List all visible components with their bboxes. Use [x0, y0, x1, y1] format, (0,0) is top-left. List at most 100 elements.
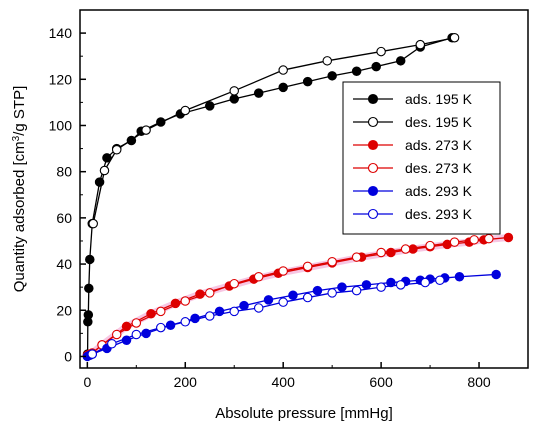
data-point [386, 247, 396, 258]
data-point [141, 125, 151, 135]
data-point [376, 46, 386, 57]
legend-item: des. 273 K [353, 160, 473, 176]
data-point [484, 233, 494, 244]
data-point [302, 261, 313, 272]
data-point [288, 290, 298, 300]
y-tick-label: 60 [56, 210, 72, 226]
data-point [278, 65, 288, 75]
data-point [454, 272, 465, 282]
data-point [312, 285, 323, 296]
data-point [229, 86, 239, 96]
ticks-layer: 0 200 400 600 800 0 20 40 60 80 100 120 140 [49, 25, 491, 390]
data-point [99, 165, 110, 176]
y-tick-label: 100 [49, 117, 73, 133]
x-axis-title: Absolute pressure [mmHg] [215, 405, 393, 422]
x-tick-label: 0 [83, 374, 91, 390]
data-point [229, 94, 239, 104]
data-point [491, 269, 501, 280]
data-point [302, 76, 313, 87]
y-axis-title-part-2: /g STP] [11, 86, 28, 136]
data-point [111, 144, 122, 155]
legend-label: des. 195 K [405, 114, 473, 130]
legend-item: des. 293 K [353, 206, 473, 222]
legend-marker [367, 93, 379, 105]
series-line [87, 236, 509, 356]
data-point [371, 61, 381, 72]
data-point [111, 329, 122, 340]
data-point [83, 310, 94, 320]
data-point [253, 303, 264, 313]
data-point [180, 317, 191, 327]
data-point [351, 66, 362, 76]
y-tick-label: 20 [56, 302, 72, 318]
legend-item: ads. 273 K [353, 137, 473, 153]
data-point [469, 235, 479, 245]
data-point [351, 252, 362, 262]
data-point [180, 296, 191, 306]
legend-box [342, 81, 501, 235]
legend-marker [367, 208, 379, 220]
data-point [395, 280, 406, 290]
data-point [87, 349, 97, 359]
axes-layer [79, 9, 529, 369]
y-tick-label: 40 [56, 256, 72, 272]
legend-label: ads. 273 K [405, 137, 473, 153]
data-point [420, 277, 430, 288]
data-point [376, 247, 386, 258]
legend-marker [367, 185, 379, 197]
series-des-293-k [87, 275, 445, 359]
legend-label: ads. 195 K [405, 91, 473, 107]
series-ads-273-k [82, 232, 514, 361]
data-point [327, 288, 337, 298]
x-tick-label: 400 [272, 374, 296, 390]
data-point [415, 39, 426, 50]
legend-label: des. 273 K [405, 160, 473, 176]
data-point [278, 82, 288, 93]
legend-marker [367, 139, 379, 151]
data-point [88, 218, 98, 229]
data-point [253, 272, 264, 282]
data-point [253, 88, 264, 98]
data-point [503, 232, 514, 243]
data-point [131, 329, 142, 340]
series-des-195-k [88, 32, 460, 229]
y-tick-label: 120 [49, 71, 73, 87]
data-point [180, 105, 191, 116]
data-point [322, 56, 333, 66]
legend-item: des. 195 K [353, 114, 473, 130]
legend-marker [367, 116, 379, 128]
y-axis-title-superscript: 3 [11, 135, 22, 141]
y-tick-label: 80 [56, 164, 72, 180]
data-point [102, 153, 112, 163]
data-point [278, 266, 288, 276]
data-point [327, 257, 337, 267]
data-point [449, 32, 460, 43]
shaded-band-layer [83, 234, 512, 359]
legend-label: des. 293 K [405, 206, 473, 222]
data-point [204, 101, 215, 111]
y-axis-title-part-1: Quantity adsorbed [cm [11, 141, 28, 292]
data-point [327, 71, 337, 81]
data-point [302, 292, 313, 303]
data-point [239, 300, 249, 311]
x-tick-label: 200 [174, 374, 198, 390]
data-point [85, 254, 95, 265]
data-point [400, 244, 411, 254]
y-tick-label: 0 [64, 348, 72, 364]
data-point [84, 283, 94, 294]
series-line [91, 279, 440, 355]
y-tick-label: 140 [49, 25, 73, 41]
data-point [386, 277, 396, 288]
data-point [204, 288, 215, 298]
data-point [156, 306, 166, 317]
data-point [449, 237, 460, 247]
data-point [425, 240, 435, 251]
plot-frame [79, 9, 529, 369]
legend-label: ads. 293 K [405, 183, 473, 199]
data-point [229, 278, 239, 289]
series-layer [82, 32, 514, 362]
legend-marker [367, 162, 379, 174]
data-point [351, 285, 362, 296]
data-point [278, 297, 288, 307]
data-point [376, 282, 386, 292]
